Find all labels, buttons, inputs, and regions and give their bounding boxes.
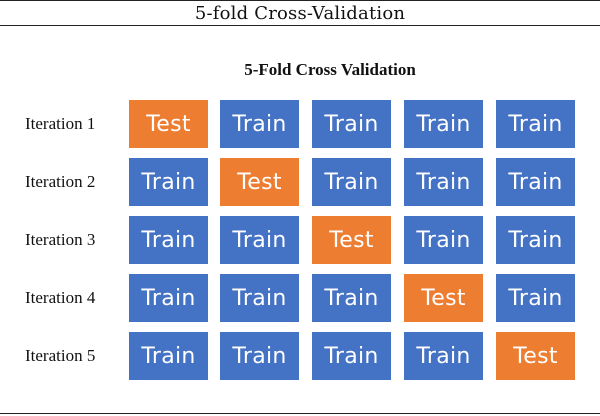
iteration-label: Iteration 2 (25, 172, 96, 191)
fold-box: Train (496, 100, 575, 148)
iteration-label: Iteration 1 (25, 114, 96, 133)
fold-box: Train (312, 100, 391, 148)
fold-box: Train (404, 158, 483, 206)
fold-box: Train (129, 274, 208, 322)
fold-box: Train (220, 332, 299, 380)
top-rule (0, 0, 600, 1)
iteration-label: Iteration 4 (25, 288, 96, 307)
bottom-rule (0, 413, 600, 414)
iteration-row: Iteration 1 Test Train Train Train Train (0, 100, 600, 148)
iteration-row: Iteration 2 Train Test Train Train Train (0, 158, 600, 206)
caption-rule (0, 25, 600, 26)
fold-box: Train (220, 100, 299, 148)
fold-box: Train (312, 274, 391, 322)
fold-box: Train (220, 216, 299, 264)
fold-box: Test (496, 332, 575, 380)
iteration-label: Iteration 5 (25, 346, 96, 365)
fold-box: Train (129, 158, 208, 206)
fold-box: Train (496, 274, 575, 322)
fold-box: Train (220, 274, 299, 322)
iteration-row: Iteration 4 Train Train Train Test Train (0, 274, 600, 322)
fold-box: Train (312, 158, 391, 206)
fold-box: Test (220, 158, 299, 206)
fold-box: Train (129, 332, 208, 380)
iteration-row: Iteration 5 Train Train Train Train Test (0, 332, 600, 380)
fold-box: Train (404, 332, 483, 380)
fold-box: Test (404, 274, 483, 322)
fold-box: Train (496, 158, 575, 206)
fold-box: Train (129, 216, 208, 264)
fold-box: Test (312, 216, 391, 264)
fold-box: Train (312, 332, 391, 380)
figure-caption: 5-fold Cross-Validation (194, 2, 406, 24)
iteration-row: Iteration 3 Train Train Test Train Train (0, 216, 600, 264)
diagram-title: 5-Fold Cross Validation (244, 60, 416, 79)
fold-box: Test (129, 100, 208, 148)
fold-box: Train (404, 216, 483, 264)
fold-box: Train (496, 216, 575, 264)
fold-box: Train (404, 100, 483, 148)
iteration-label: Iteration 3 (25, 230, 96, 249)
